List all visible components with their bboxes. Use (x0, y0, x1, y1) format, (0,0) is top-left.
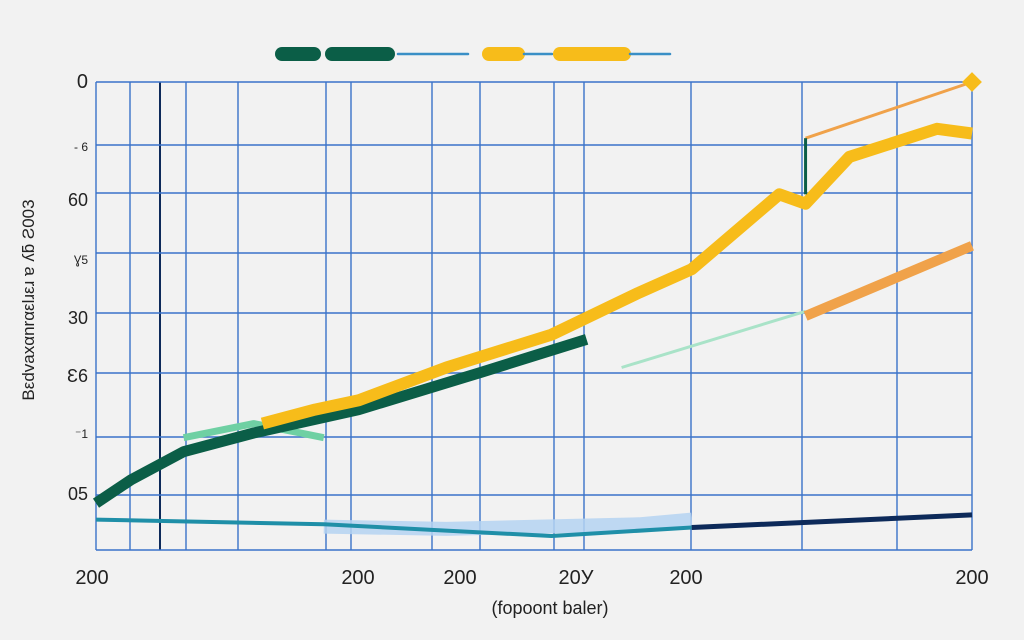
y-axis-label: Bεdvaxαnrαεlɹεɹ ɐ ʎƃ Ƨ003 (19, 199, 38, 400)
y-tick-label: 05 (68, 484, 88, 504)
series-teal (95, 517, 692, 538)
y-tick-label: - 6 (74, 140, 88, 154)
y-tick-label: 0 (77, 71, 88, 93)
series-orange-thin (805, 80, 973, 140)
y-tick-label: Ɛ6 (67, 366, 88, 386)
series-mint (621, 309, 807, 369)
series-gold (260, 122, 973, 430)
y-tick-label: Ɣ5 (74, 253, 88, 267)
grid (95, 81, 973, 551)
series-orange (803, 241, 974, 321)
x-tick-label: 200 (955, 567, 988, 589)
x-tick-label: 20У (559, 567, 594, 589)
y-tick-label: ⁻1 (75, 427, 88, 441)
tick-labels: 0 - 6 60 Ɣ5 30 Ɛ6 ⁻1 05 200 200 200 20У 200 200 (67, 71, 989, 589)
series-light-green (182, 420, 325, 442)
series-layer (92, 72, 982, 538)
series-navy (691, 512, 973, 530)
x-tick-label: 200 (75, 567, 108, 589)
series-dark-green (92, 334, 589, 508)
y-tick-label: 60 (68, 190, 88, 210)
y-tick-label: 30 (68, 308, 88, 328)
x-tick-label: 200 (341, 567, 374, 589)
x-tick-label: 200 (443, 567, 476, 589)
x-tick-label: 200 (669, 567, 702, 589)
series-marker (962, 72, 982, 92)
x-axis-label: (fopoont baler) (491, 598, 608, 618)
